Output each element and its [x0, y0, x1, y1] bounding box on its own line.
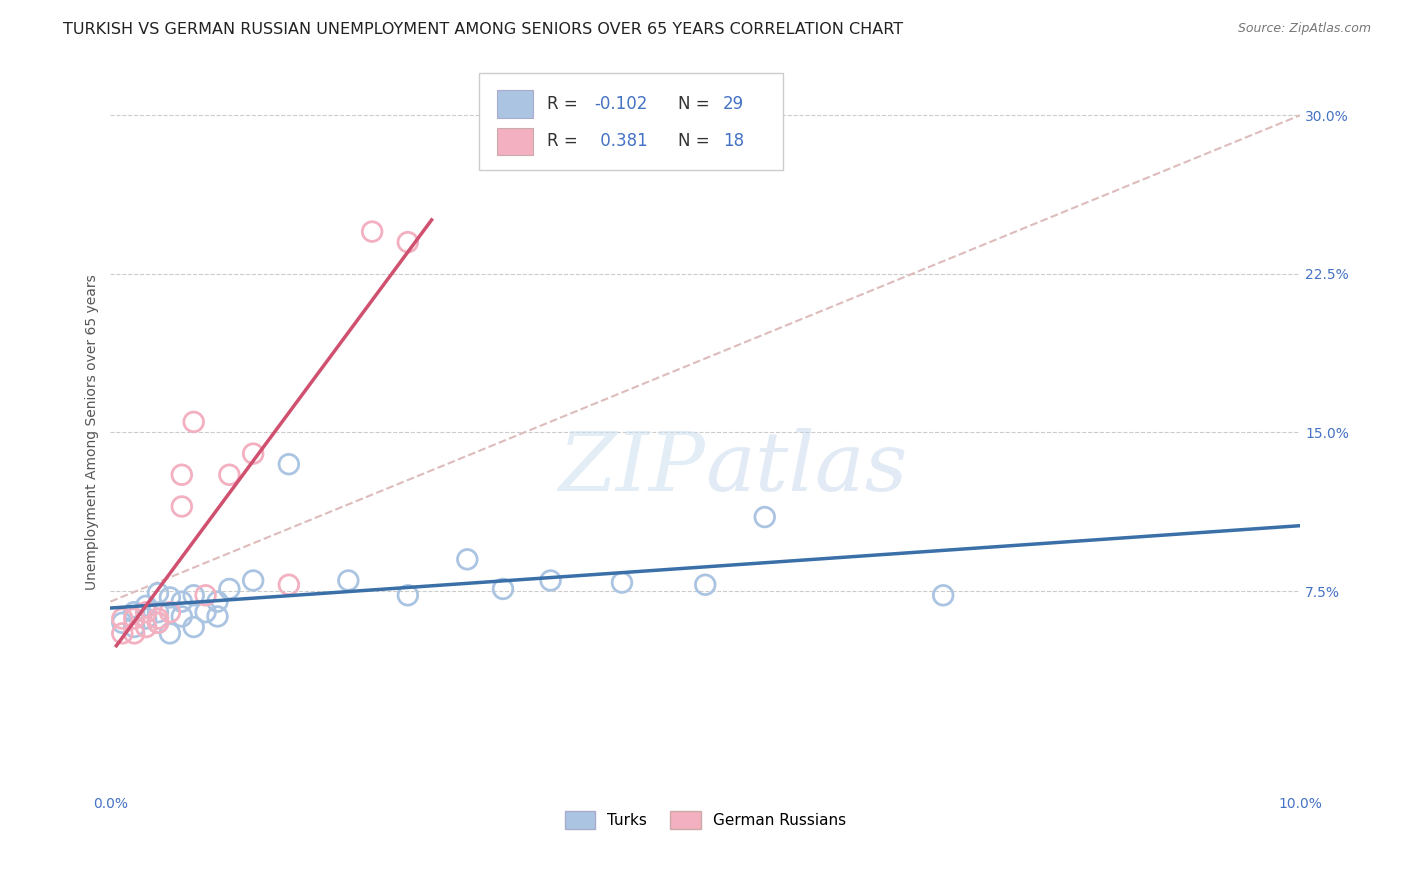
- Point: [610, 575, 633, 590]
- Point: [194, 605, 217, 619]
- Text: R =: R =: [547, 95, 583, 113]
- Point: [396, 235, 419, 249]
- Point: [361, 225, 384, 239]
- Point: [135, 599, 157, 613]
- Point: [111, 626, 134, 640]
- Point: [932, 588, 955, 602]
- Point: [492, 582, 515, 596]
- Point: [242, 447, 264, 461]
- FancyBboxPatch shape: [498, 90, 533, 118]
- Point: [146, 586, 169, 600]
- Point: [159, 605, 181, 619]
- Point: [540, 574, 562, 588]
- Point: [135, 611, 157, 625]
- Point: [194, 588, 217, 602]
- Legend: Turks, German Russians: Turks, German Russians: [558, 805, 852, 835]
- Point: [396, 588, 419, 602]
- Point: [146, 615, 169, 630]
- Point: [183, 588, 205, 602]
- Point: [170, 467, 193, 482]
- Text: N =: N =: [678, 132, 714, 150]
- Point: [135, 605, 157, 619]
- Point: [218, 467, 240, 482]
- Point: [146, 615, 169, 630]
- Text: N =: N =: [678, 95, 714, 113]
- Text: ZIP: ZIP: [558, 428, 706, 508]
- Point: [146, 605, 169, 619]
- Point: [695, 578, 717, 592]
- Y-axis label: Unemployment Among Seniors over 65 years: Unemployment Among Seniors over 65 years: [86, 275, 100, 591]
- Point: [754, 510, 776, 524]
- Text: TURKISH VS GERMAN RUSSIAN UNEMPLOYMENT AMONG SENIORS OVER 65 YEARS CORRELATION C: TURKISH VS GERMAN RUSSIAN UNEMPLOYMENT A…: [63, 22, 904, 37]
- Point: [170, 594, 193, 608]
- Point: [207, 594, 229, 608]
- Point: [456, 552, 478, 566]
- Point: [122, 605, 145, 619]
- Point: [135, 620, 157, 634]
- Text: atlas: atlas: [706, 428, 908, 508]
- Point: [111, 615, 134, 630]
- Point: [122, 626, 145, 640]
- Point: [111, 611, 134, 625]
- Text: 0.381: 0.381: [595, 132, 647, 150]
- Text: 18: 18: [723, 132, 744, 150]
- Point: [277, 578, 299, 592]
- Point: [159, 626, 181, 640]
- FancyBboxPatch shape: [498, 128, 533, 155]
- Point: [277, 457, 299, 471]
- Point: [146, 611, 169, 625]
- Point: [122, 620, 145, 634]
- Point: [218, 582, 240, 596]
- Point: [337, 574, 360, 588]
- Point: [183, 620, 205, 634]
- Point: [242, 574, 264, 588]
- Point: [183, 415, 205, 429]
- Text: R =: R =: [547, 132, 583, 150]
- Text: -0.102: -0.102: [595, 95, 648, 113]
- Point: [170, 609, 193, 624]
- Text: Source: ZipAtlas.com: Source: ZipAtlas.com: [1237, 22, 1371, 36]
- Point: [170, 500, 193, 514]
- FancyBboxPatch shape: [479, 73, 783, 170]
- Point: [159, 591, 181, 605]
- Point: [122, 611, 145, 625]
- Text: 29: 29: [723, 95, 744, 113]
- Point: [207, 609, 229, 624]
